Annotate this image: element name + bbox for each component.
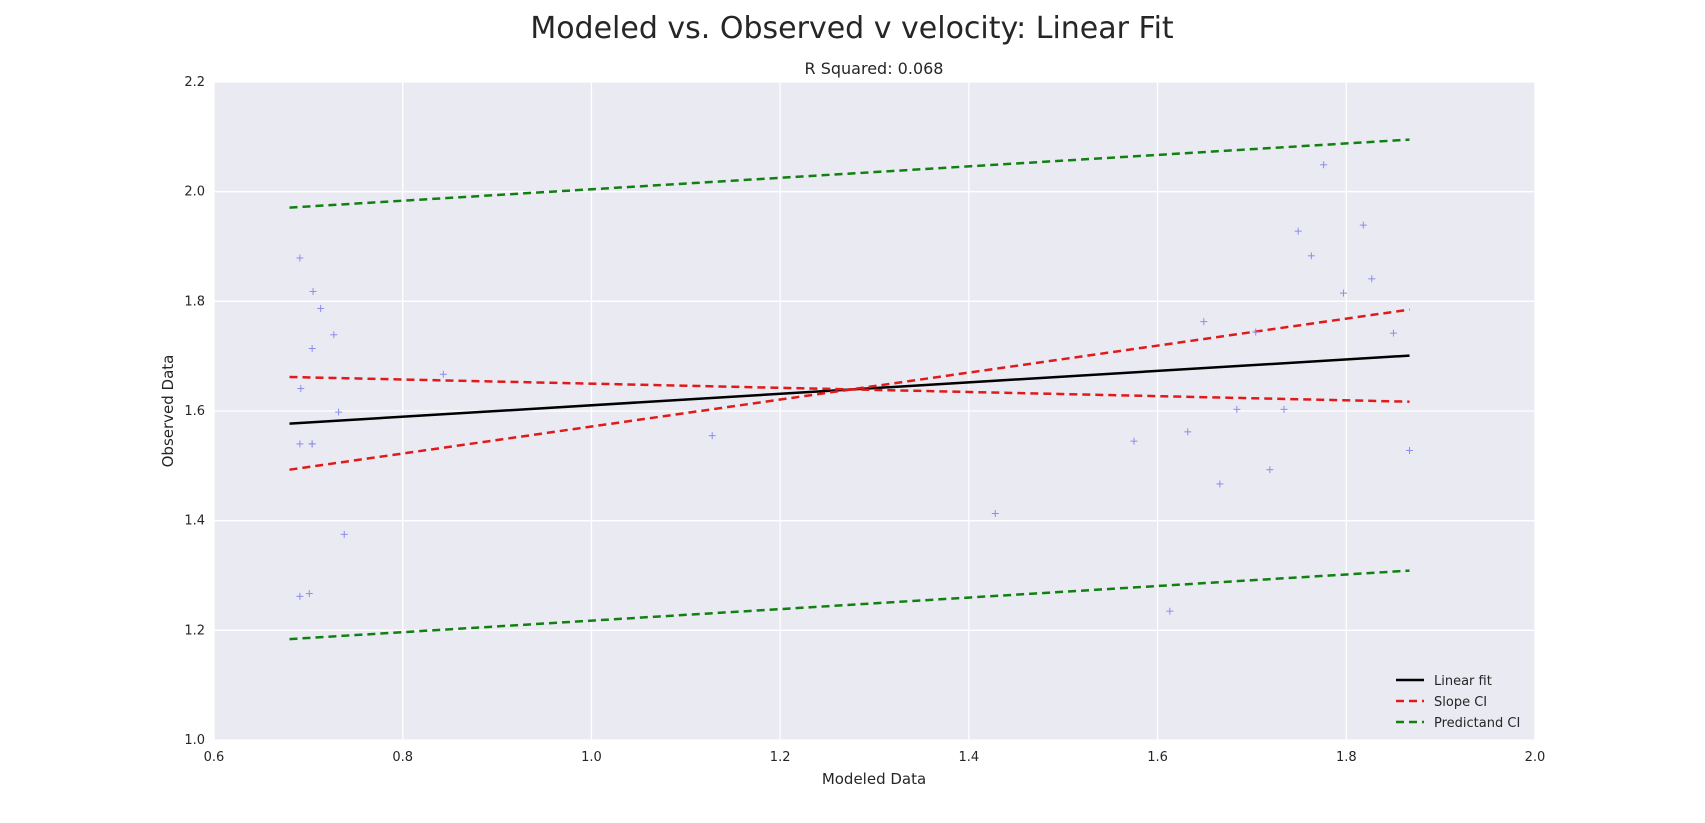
y-tick-label: 2.0 — [184, 185, 205, 200]
x-tick-label: 0.6 — [204, 750, 225, 765]
data-point — [1307, 252, 1315, 260]
data-point — [708, 432, 716, 440]
data-point — [296, 592, 304, 600]
data-point — [1359, 221, 1367, 229]
y-tick-label: 1.6 — [184, 404, 205, 419]
series-layer — [289, 138, 1410, 641]
data-point — [439, 370, 447, 378]
data-point — [1389, 329, 1397, 337]
data-point — [305, 590, 313, 598]
y-ticks: 1.0 1.2 1.4 1.6 1.8 2.0 2.2 — [184, 75, 205, 748]
data-point — [340, 530, 348, 538]
legend-label: Linear fit — [1434, 674, 1492, 689]
x-tick-label: 1.8 — [1336, 750, 1357, 765]
y-tick-label: 1.4 — [184, 514, 205, 529]
x-tick-label: 1.2 — [770, 750, 791, 765]
series-line — [289, 569, 1410, 641]
data-point — [1406, 446, 1414, 454]
legend-label: Predictand CI — [1434, 716, 1520, 731]
series-line — [289, 138, 1410, 209]
legend: Linear fit Slope CI Predictand CI — [1396, 674, 1520, 731]
data-point — [1280, 405, 1288, 413]
series-line — [289, 308, 1410, 471]
data-point — [1216, 480, 1224, 488]
data-point — [1130, 437, 1138, 445]
chart-title: Modeled vs. Observed v velocity: Linear … — [530, 11, 1174, 46]
data-point — [1184, 428, 1192, 436]
data-point — [296, 254, 304, 262]
data-point — [1266, 466, 1274, 474]
data-point — [309, 287, 317, 295]
data-point — [1233, 405, 1241, 413]
points-layer — [296, 161, 1414, 615]
data-point — [1294, 227, 1302, 235]
data-point — [1368, 275, 1376, 283]
x-tick-label: 0.8 — [392, 750, 413, 765]
data-point — [296, 440, 304, 448]
data-point — [1252, 328, 1260, 336]
x-ticks: 0.6 0.8 1.0 1.2 1.4 1.6 1.8 2.0 — [204, 750, 1546, 765]
y-axis-label: Observed Data — [159, 355, 177, 468]
x-tick-label: 1.0 — [581, 750, 602, 765]
chart-subtitle: R Squared: 0.068 — [805, 59, 944, 78]
y-tick-label: 1.8 — [184, 294, 205, 309]
data-point — [1166, 607, 1174, 615]
grid — [213, 81, 1536, 741]
y-tick-label: 1.2 — [184, 623, 205, 638]
data-point — [335, 408, 343, 416]
x-tick-label: 1.4 — [959, 750, 980, 765]
data-point — [1339, 289, 1347, 297]
legend-label: Slope CI — [1434, 695, 1487, 710]
y-tick-label: 1.0 — [184, 733, 205, 748]
data-point — [1320, 161, 1328, 169]
x-axis-label: Modeled Data — [822, 770, 926, 788]
data-point — [317, 304, 325, 312]
data-point — [991, 510, 999, 518]
data-point — [330, 331, 338, 339]
data-point — [308, 440, 316, 448]
y-tick-label: 2.2 — [184, 75, 205, 90]
data-point — [297, 385, 305, 393]
data-point — [1200, 318, 1208, 326]
x-tick-label: 1.6 — [1147, 750, 1168, 765]
data-point — [308, 344, 316, 352]
x-tick-label: 2.0 — [1525, 750, 1546, 765]
